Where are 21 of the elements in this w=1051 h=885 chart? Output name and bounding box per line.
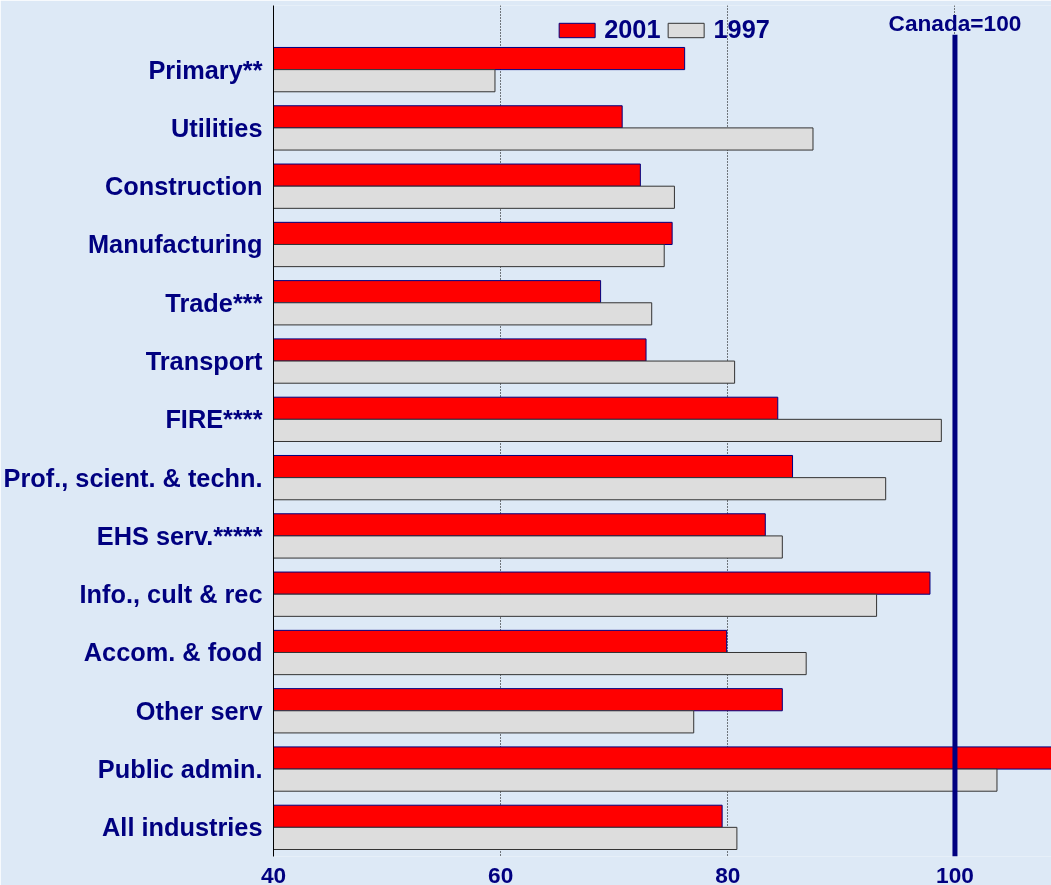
y-tick-label: All industries	[102, 813, 263, 842]
y-tick-label: Other serv	[135, 696, 263, 725]
y-tick-label: Construction	[104, 172, 263, 201]
y-tick-label: Utilities	[171, 113, 263, 142]
x-tick-label: 80	[715, 861, 741, 885]
y-tick-label: Prof., scient. & techn.	[3, 463, 263, 492]
legend-label: 2001	[604, 15, 661, 44]
x-tick-label: 60	[488, 861, 514, 885]
y-tick-label: EHS serv.*****	[96, 521, 263, 550]
y-tick-label: Manufacturing	[88, 230, 263, 259]
y-tick-label: Trade***	[165, 288, 263, 317]
y-tick-label: FIRE****	[165, 405, 263, 434]
y-tick-label: Primary**	[148, 55, 263, 84]
x-tick-label: 100	[936, 861, 974, 885]
y-tick-label: Transport	[145, 347, 264, 376]
ref-line-label: Canada=100	[888, 9, 1022, 36]
x-tick-label: 40	[260, 861, 287, 885]
y-tick-label: Info., cult & rec	[79, 580, 263, 609]
y-tick-label: Accom. & food	[83, 638, 263, 667]
y-tick-label: Public admin.	[97, 755, 263, 784]
legend-label: 1997	[713, 15, 770, 44]
